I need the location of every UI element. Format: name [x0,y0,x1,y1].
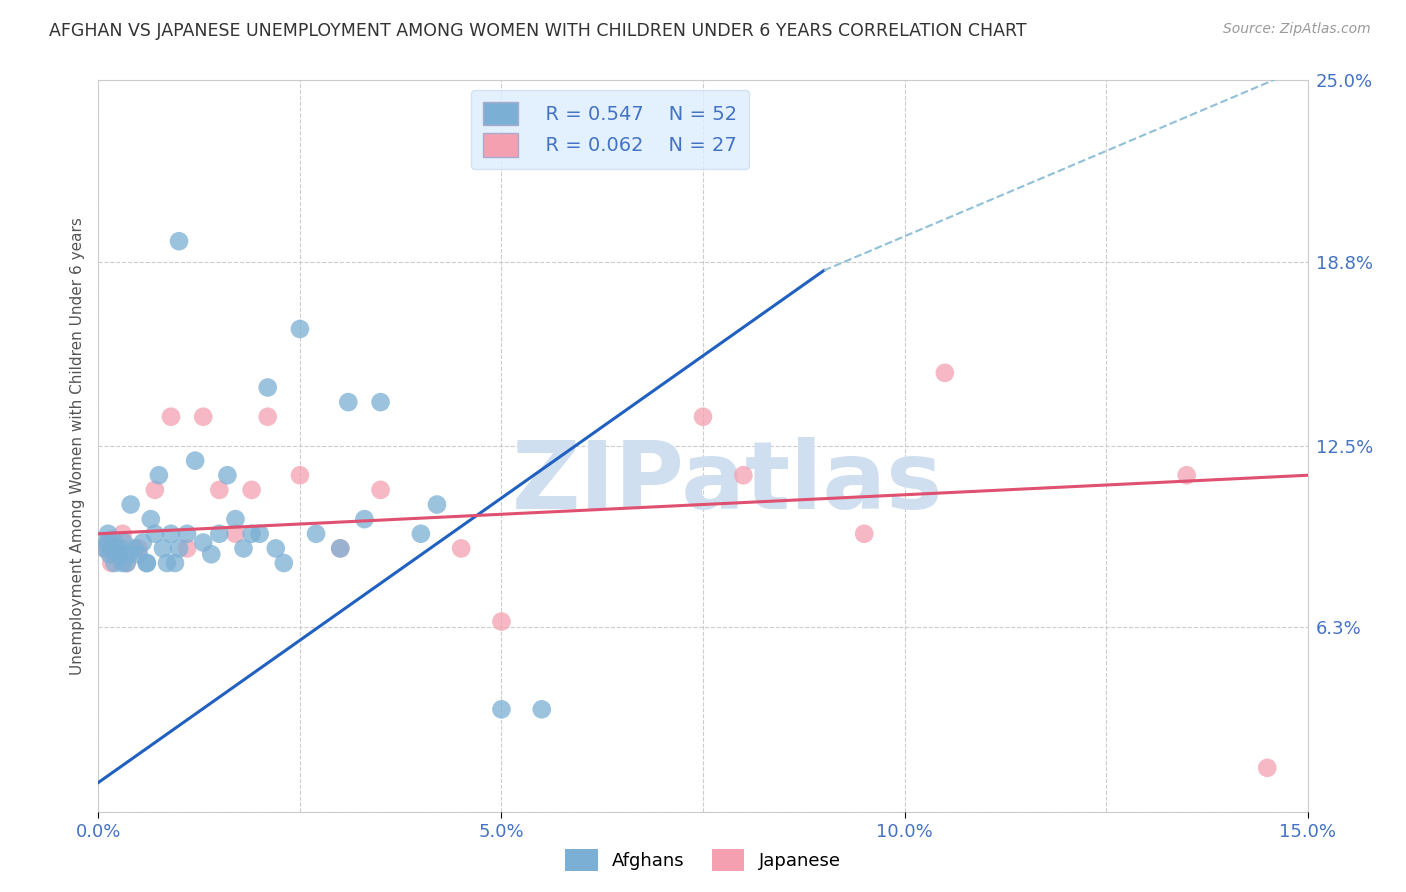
Point [337,395,360,409]
Point [94,541,117,556]
Point [96,535,118,549]
Point [224,512,246,526]
Point [107,547,129,561]
Point [143,483,166,497]
Point [110,541,132,556]
Point [193,409,215,424]
Point [103,541,125,556]
Point [450,541,472,556]
Point [112,535,135,549]
Point [160,409,183,424]
Point [156,556,179,570]
Legend:   R = 0.547    N = 52,   R = 0.062    N = 27: R = 0.547 N = 52, R = 0.062 N = 27 [471,90,749,169]
Point [111,526,134,541]
Point [118,547,141,561]
Point [264,541,287,556]
Y-axis label: Unemployment Among Women with Children Under 6 years: Unemployment Among Women with Children U… [69,217,84,675]
Point [115,556,138,570]
Text: Source: ZipAtlas.com: Source: ZipAtlas.com [1223,22,1371,37]
Point [305,526,328,541]
Point [184,453,207,467]
Point [1256,761,1278,775]
Point [240,483,263,497]
Point [100,541,122,556]
Point [103,556,125,570]
Point [135,556,157,570]
Point [934,366,956,380]
Point [224,526,246,541]
Point [200,547,222,561]
Point [491,615,513,629]
Point [240,526,263,541]
Point [107,547,129,561]
Point [256,380,278,394]
Point [426,498,449,512]
Point [217,468,239,483]
Point [232,541,254,556]
Point [111,556,134,570]
Point [176,541,198,556]
Point [853,526,876,541]
Point [370,395,392,409]
Point [273,556,295,570]
Point [256,409,278,424]
Legend: Afghans, Japanese: Afghans, Japanese [558,842,848,879]
Point [176,526,198,541]
Point [409,526,432,541]
Point [120,498,142,512]
Point [733,468,755,483]
Point [100,556,122,570]
Point [143,526,166,541]
Point [692,409,714,424]
Point [530,702,553,716]
Point [152,541,174,556]
Point [208,483,231,497]
Point [97,526,120,541]
Point [115,556,138,570]
Point [124,541,146,556]
Point [329,541,352,556]
Point [148,468,170,483]
Point [128,547,150,561]
Point [329,541,352,556]
Point [193,535,215,549]
Point [163,556,186,570]
Point [132,535,155,549]
Point [208,526,231,541]
Point [101,533,124,547]
Point [139,512,162,526]
Point [249,526,271,541]
Point [167,234,190,248]
Point [353,512,375,526]
Point [128,541,150,556]
Point [167,541,190,556]
Point [160,526,183,541]
Text: ZIPatlas: ZIPatlas [512,436,943,529]
Point [98,547,121,561]
Point [135,556,157,570]
Point [491,702,513,716]
Point [97,535,120,549]
Point [94,541,117,556]
Point [370,483,392,497]
Point [105,541,128,556]
Point [288,468,311,483]
Point [1175,468,1198,483]
Text: AFGHAN VS JAPANESE UNEMPLOYMENT AMONG WOMEN WITH CHILDREN UNDER 6 YEARS CORRELAT: AFGHAN VS JAPANESE UNEMPLOYMENT AMONG WO… [49,22,1026,40]
Point [288,322,311,336]
